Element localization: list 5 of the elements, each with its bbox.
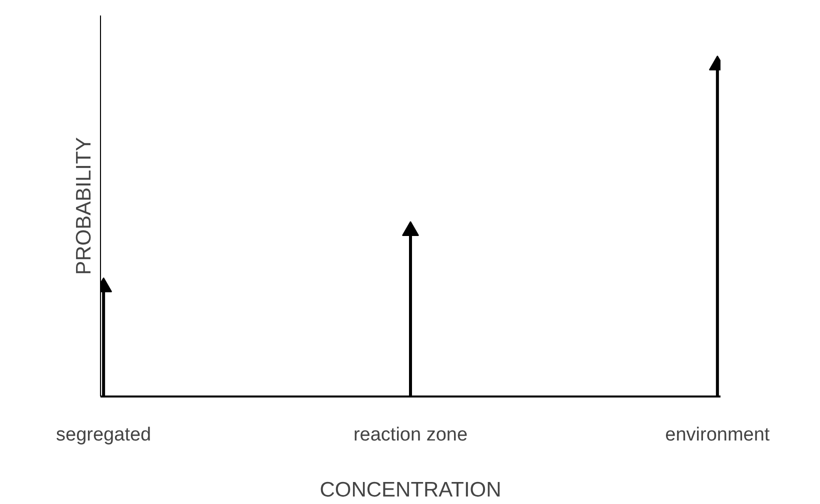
y-axis-title: PROBABILITY xyxy=(72,137,96,275)
x-axis-title: CONCENTRATION xyxy=(320,478,502,502)
x-tick-label: segregated xyxy=(56,424,152,446)
x-tick-label: environment xyxy=(665,424,770,446)
x-tick-label: reaction zone xyxy=(353,424,468,446)
